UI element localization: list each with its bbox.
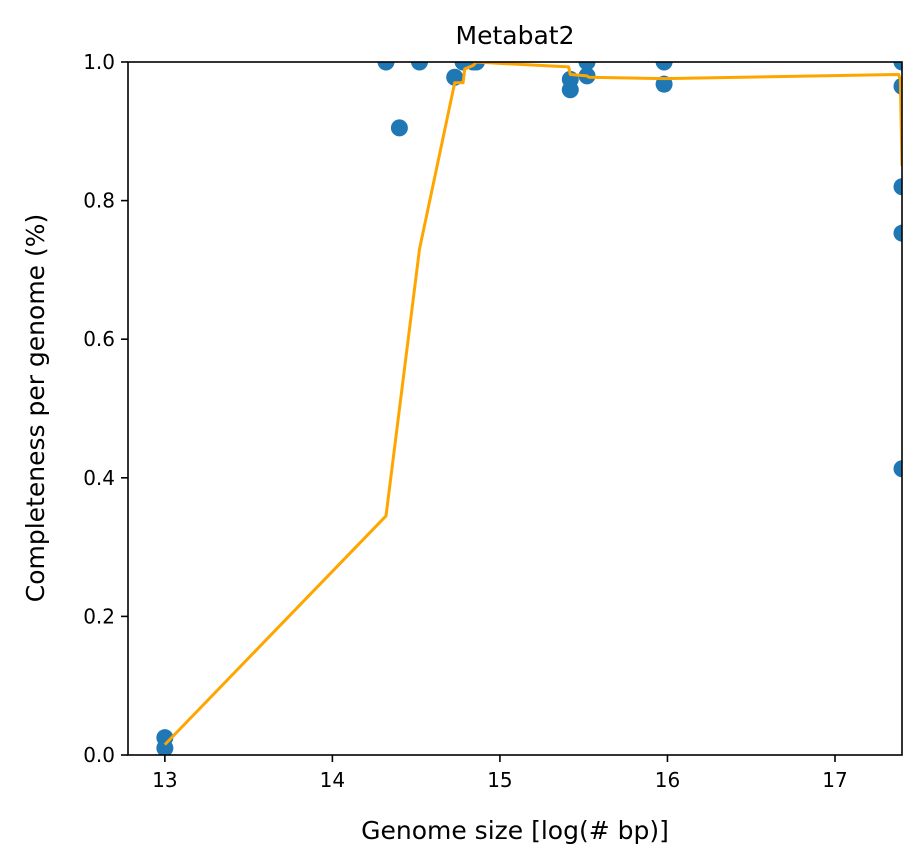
scatter-point	[893, 178, 902, 196]
x-axis-ticks: 13 14 15 16 17	[152, 755, 848, 792]
scatter-point	[411, 62, 429, 71]
trend-line	[163, 62, 902, 746]
y-axis-label: Completeness per genome (%)	[21, 214, 50, 603]
y-axis-ticks: 0.0 0.2 0.4 0.6 0.8 1.0	[83, 50, 128, 767]
axes-layer: 13 14 15 16 17 0.0 0.2 0.4 0.6 0.8 1.0	[83, 50, 903, 792]
x-tick-label: 15	[487, 768, 512, 792]
series-layer	[156, 62, 902, 755]
scatter-point	[390, 119, 408, 137]
x-tick-label: 17	[822, 768, 847, 792]
axes-frame	[127, 61, 903, 756]
chart-title: Metabat2	[456, 21, 575, 50]
x-tick-label: 14	[320, 768, 345, 792]
y-tick-label: 1.0	[83, 50, 115, 74]
x-axis-label: Genome size [log(# bp)]	[361, 816, 669, 845]
scatter-point	[893, 224, 902, 242]
scatter-point	[655, 62, 673, 71]
y-tick-label: 0.0	[83, 743, 115, 767]
scatter-point	[893, 460, 902, 478]
scatter-point	[156, 739, 174, 755]
x-tick-label: 13	[152, 768, 177, 792]
y-tick-label: 0.8	[83, 189, 115, 213]
plot-area	[156, 62, 902, 755]
scatter-point	[561, 81, 579, 99]
x-tick-label: 16	[655, 768, 680, 792]
y-tick-label: 0.2	[83, 604, 115, 628]
scatter-point	[578, 62, 596, 71]
scatter-point	[467, 62, 485, 71]
scatter-point	[893, 62, 902, 71]
y-tick-label: 0.4	[83, 466, 115, 490]
y-tick-label: 0.6	[83, 327, 115, 351]
scatter-point	[377, 62, 395, 71]
